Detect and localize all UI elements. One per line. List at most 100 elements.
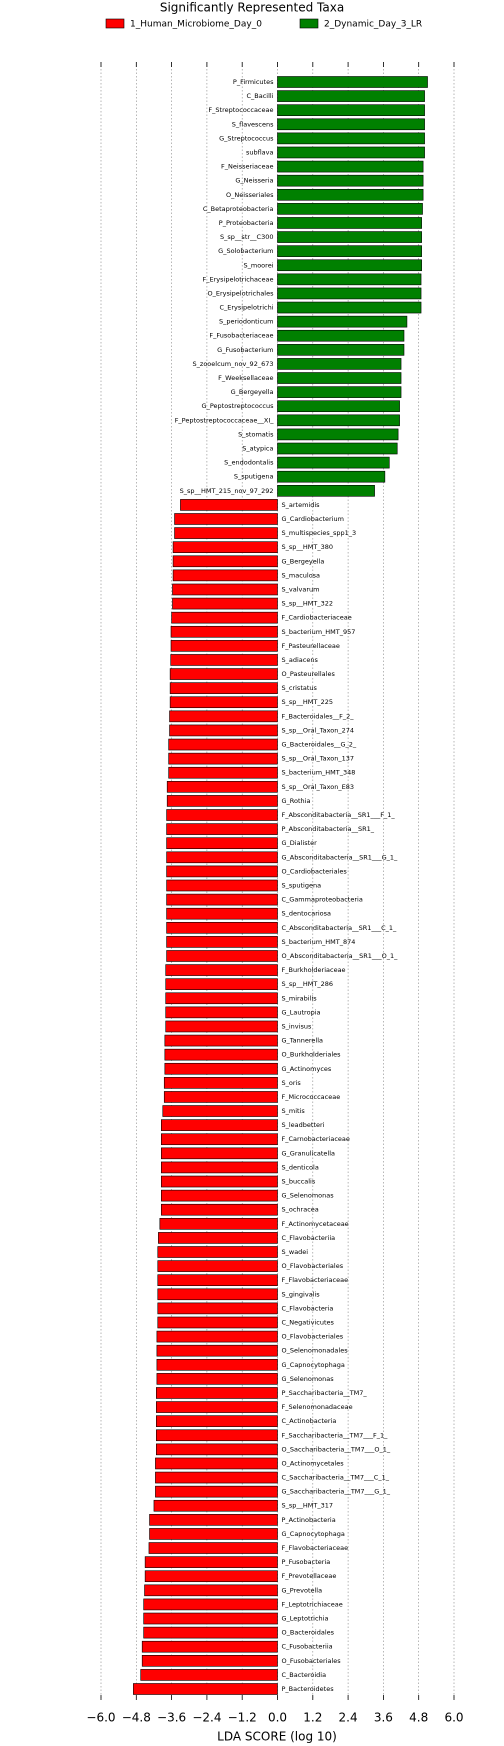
bar	[277, 160, 424, 173]
category-label: O_Flavobacteriales	[282, 1333, 344, 1341]
category-label: O_Neisseriales	[226, 191, 274, 199]
category-label: O_Flavobacteriales	[282, 1262, 344, 1270]
category-label: C_Bacilli	[246, 92, 273, 100]
category-label: O_Saccharibacteria__TM7___O_1_	[282, 1445, 391, 1453]
bar	[277, 400, 400, 413]
bar	[277, 344, 405, 356]
category-label: F_Burkholderiaceae	[282, 966, 346, 974]
category-label: O_Bacteroidales	[282, 1629, 335, 1637]
chart-title: Significantly Represented Taxa	[160, 1, 344, 15]
category-label: S_mirabilis	[282, 994, 318, 1002]
category-label: G_Tannerella	[282, 1037, 324, 1045]
bar	[157, 1260, 278, 1272]
category-label: F_Weeksellaceae	[218, 374, 273, 382]
category-label: O_Pasteurellales	[282, 670, 336, 678]
bar	[165, 1006, 278, 1019]
bar	[168, 752, 278, 765]
category-label: S_sp__Oral_Taxon_E83	[282, 783, 354, 791]
bar	[157, 1316, 278, 1329]
bar	[166, 893, 278, 906]
category-label: S_denticola	[282, 1163, 319, 1171]
category-label: S_atypica	[242, 445, 273, 453]
bar	[277, 442, 398, 455]
category-label: F_Streptococcaceae	[208, 106, 273, 114]
bar	[277, 259, 422, 272]
category-label: C_Erysipelotrichi	[219, 304, 273, 312]
category-label: S_maculosa	[282, 571, 321, 579]
bar	[166, 823, 278, 835]
legend-swatch	[105, 18, 125, 29]
bar	[277, 428, 399, 441]
category-label: S_sp__HMT_215_nov_97_292	[180, 487, 274, 495]
category-label: C_Betaproteobacteria	[203, 205, 274, 213]
category-label: F_Saccharibacteria__TM7___F_1_	[282, 1431, 389, 1439]
category-label: O_Actinomycetales	[282, 1459, 345, 1467]
category-label: G_Selenomonas	[282, 1375, 335, 1383]
category-label: F_Fusobacteriaceae	[209, 332, 273, 340]
category-label: S_bacterium_HMT_348	[282, 769, 356, 777]
bar	[155, 1471, 278, 1484]
category-label: C_Absconditabacteria__SR1___C_1_	[282, 924, 398, 932]
category-label: G_Bacteroidales__G_2_	[282, 741, 357, 749]
bar	[143, 1612, 278, 1625]
x-tick-label: −3.6	[157, 1711, 186, 1725]
category-label: G_Peptostreptococcus	[202, 402, 275, 410]
bar	[168, 738, 278, 751]
bar	[277, 104, 425, 116]
category-label: G_Absconditabacteria__SR1___G_1_	[282, 853, 399, 861]
bar	[172, 541, 278, 553]
category-label: S_valvarum	[282, 585, 320, 593]
bar	[166, 851, 278, 864]
category-label: S_gingivalis	[282, 1290, 321, 1298]
bar	[174, 527, 278, 539]
bar	[161, 1203, 278, 1216]
category-label: S_invisus	[282, 1022, 312, 1030]
category-label: S_multispecies_spp1_3	[282, 529, 357, 537]
bar	[163, 1091, 278, 1103]
category-label: G_Fusobacterium	[217, 346, 273, 354]
bar	[143, 1626, 278, 1639]
bar	[144, 1584, 278, 1597]
bar	[156, 1344, 278, 1357]
bar	[144, 1570, 278, 1583]
category-label: S_artemidis	[282, 501, 321, 509]
legend-label: 2_Dynamic_Day_3_LR	[324, 20, 422, 30]
category-label: S_ochracea	[282, 1206, 319, 1214]
bar	[277, 484, 375, 497]
bar	[161, 1175, 278, 1188]
x-tick-label: 2.4	[339, 1711, 358, 1725]
category-label: P_Actinobacteria	[282, 1516, 336, 1524]
bar	[149, 1514, 278, 1526]
category-label: O_Selenomonadales	[282, 1347, 349, 1355]
category-label: S_sp__HMT_322	[282, 600, 334, 608]
x-tick-label: −2.4	[192, 1711, 221, 1725]
category-label: O_Burkholderiales	[282, 1051, 342, 1059]
bar	[277, 301, 422, 314]
category-label: S_sp__HMT_286	[282, 980, 334, 988]
category-label: F_Bacteroidales__F_2_	[282, 712, 355, 720]
bar	[277, 358, 402, 370]
category-label: G_Capnocytophaga	[282, 1361, 345, 1369]
category-label: S_dentocariosa	[282, 910, 332, 918]
category-label: C_Bacteroidia	[282, 1671, 327, 1679]
bar	[159, 1218, 278, 1230]
bar	[277, 287, 422, 300]
category-label: S_leadbetteri	[282, 1121, 325, 1129]
x-tick-label: −4.8	[122, 1711, 151, 1725]
category-label: F_Leptotrichiaceae	[282, 1600, 343, 1608]
bar	[164, 1048, 278, 1061]
category-label: S_endodontalis	[224, 459, 274, 467]
bar	[144, 1556, 278, 1568]
category-label: C_Negativicutes	[282, 1318, 335, 1326]
bar	[165, 1020, 278, 1033]
category-label: S_zooelcum_nov_92_673	[193, 360, 274, 368]
category-label: F_Cardiobacteriaceae	[282, 614, 352, 622]
category-label: C_Gammaproteobacteria	[282, 896, 363, 904]
category-label: G_Streptococcus	[219, 134, 274, 142]
bar	[169, 696, 278, 709]
category-label: F_Neisseriaceae	[221, 163, 273, 171]
bar	[170, 625, 278, 638]
x-tick-label: 3.6	[374, 1711, 393, 1725]
bar	[277, 414, 400, 427]
category-label: G_Cardiobacterium	[282, 515, 344, 523]
